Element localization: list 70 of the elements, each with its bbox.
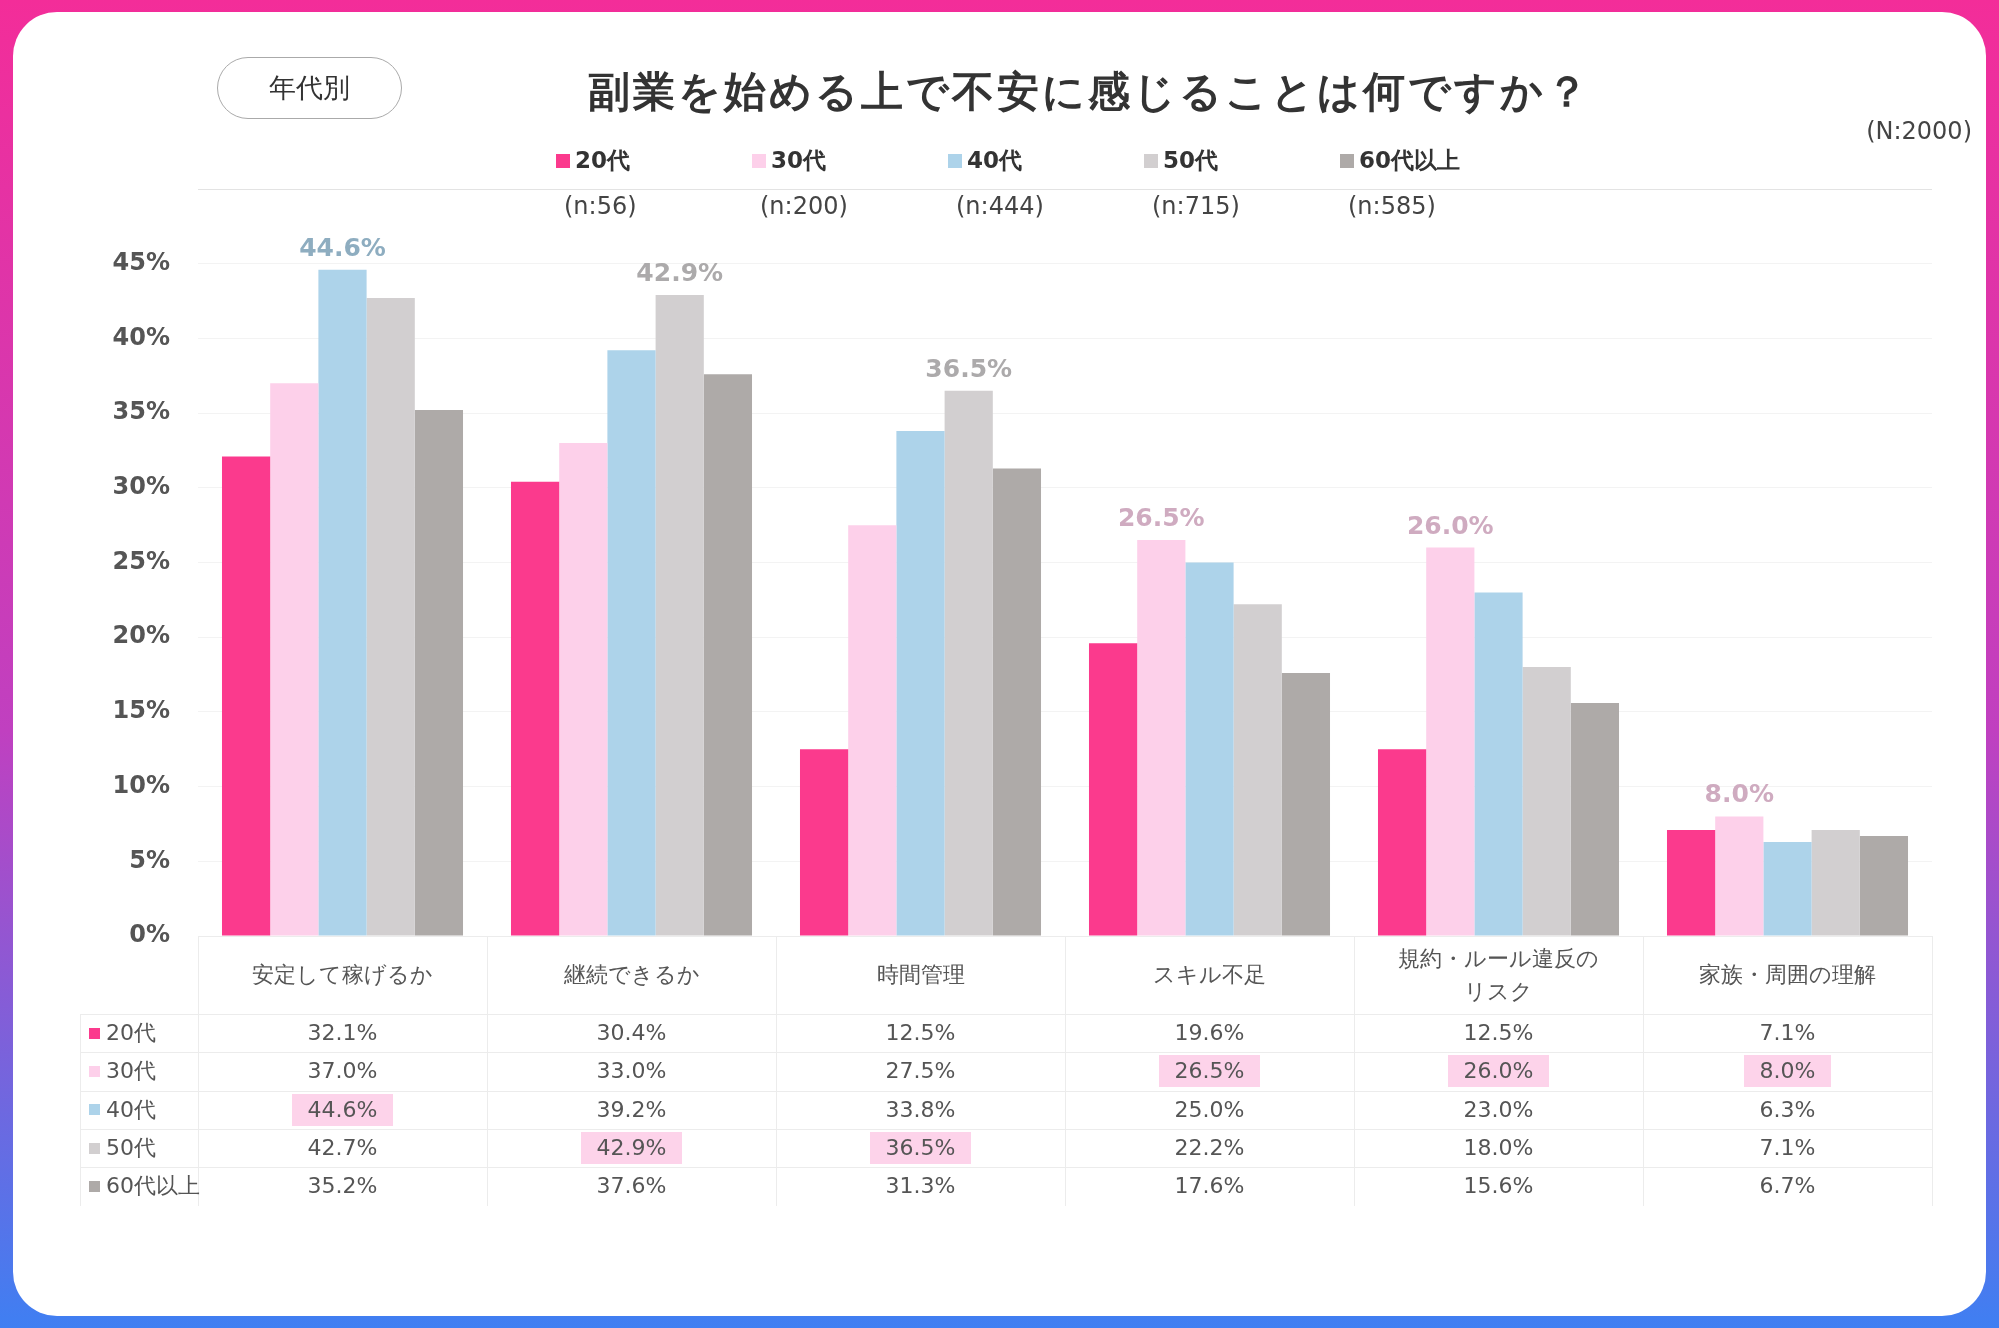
x-tick-label: 安定して稼げるか xyxy=(252,962,433,988)
x-tick-label: 時間管理 xyxy=(876,962,965,988)
annotation: 8.0% xyxy=(1704,779,1774,809)
data-label: 6.7% xyxy=(1758,1172,1817,1201)
y-tick-label: 45% xyxy=(112,247,170,276)
annotation: (n:200) xyxy=(760,192,848,220)
y-tick-label: 40% xyxy=(112,322,170,351)
x-tick-label: 継続できるか xyxy=(562,962,700,988)
annotation: 42.9% xyxy=(636,258,724,288)
legend-label: 20代 xyxy=(575,146,631,175)
data-label: 26.0% xyxy=(1447,1055,1550,1088)
y-tick-label: 30% xyxy=(112,472,170,501)
data-label: 26.5% xyxy=(1158,1055,1261,1088)
text: 30代 xyxy=(106,1058,156,1084)
data-label: 19.6% xyxy=(1173,1019,1246,1048)
y-tick-label: 0% xyxy=(129,920,170,949)
chart-subtitle: 年代別 xyxy=(217,57,402,119)
data-label: 17.6% xyxy=(1173,1172,1246,1201)
data-label: 8.0% xyxy=(1743,1055,1832,1088)
legend-label: 60代以上 xyxy=(1359,146,1461,175)
data-label: 32.1% xyxy=(306,1019,379,1048)
data-label: 33.8% xyxy=(884,1095,957,1124)
data-label: 6.3% xyxy=(1758,1095,1817,1124)
annotation: (n:56) xyxy=(564,192,637,220)
annotation: 26.0% xyxy=(1406,510,1494,540)
y-tick-label: 10% xyxy=(112,770,170,799)
x-tick-label: 家族・周囲の理解 xyxy=(1699,962,1876,988)
data-label: 35.2% xyxy=(306,1172,379,1201)
text: 40代 xyxy=(106,1096,156,1122)
data-label: 27.5% xyxy=(884,1057,957,1086)
annotation: (n:715) xyxy=(1152,192,1240,220)
data-label: 37.6% xyxy=(595,1172,668,1201)
data-label: 30.4% xyxy=(595,1019,668,1048)
text: 60代以上 xyxy=(106,1173,200,1199)
text: 50代 xyxy=(106,1135,156,1161)
x-tick-label: 規約・ルール違反のリスク xyxy=(1398,945,1599,1004)
y-tick-label: 25% xyxy=(112,546,170,575)
data-label: 33.0% xyxy=(595,1057,668,1086)
data-label: 22.2% xyxy=(1173,1134,1246,1163)
data-label: 36.5% xyxy=(869,1132,972,1165)
data-label: 15.6% xyxy=(1462,1172,1535,1201)
data-label: 18.0% xyxy=(1462,1134,1535,1163)
data-label: 23.0% xyxy=(1462,1095,1535,1124)
data-label: 12.5% xyxy=(1462,1019,1535,1048)
legend-label: 50代 xyxy=(1163,146,1219,175)
data-label: 25.0% xyxy=(1173,1095,1246,1124)
text: 20代 xyxy=(106,1020,156,1046)
data-label: 12.5% xyxy=(884,1019,957,1048)
legend-label: 40代 xyxy=(967,146,1023,175)
x-tick-label: スキル不足 xyxy=(1153,962,1266,988)
annotation: 26.5% xyxy=(1117,503,1205,533)
y-tick-label: 35% xyxy=(112,397,170,426)
annotation: (n:585) xyxy=(1348,192,1436,220)
data-label: 42.7% xyxy=(306,1134,379,1163)
data-label: 42.9% xyxy=(580,1132,683,1165)
annotation: (n:444) xyxy=(956,192,1044,220)
y-tick-label: 20% xyxy=(112,621,170,650)
text: (N:2000) xyxy=(1866,117,1972,145)
data-label: 37.0% xyxy=(306,1057,379,1086)
data-label: 44.6% xyxy=(291,1093,394,1126)
y-tick-label: 15% xyxy=(112,696,170,725)
data-label: 31.3% xyxy=(884,1172,957,1201)
data-label: 39.2% xyxy=(595,1095,668,1124)
legend-label: 30代 xyxy=(771,146,827,175)
chart-title: 副業を始める上で不安に感じることは何ですか？ xyxy=(587,66,1591,118)
annotation: 36.5% xyxy=(925,353,1013,383)
annotation: 44.6% xyxy=(299,232,386,262)
y-tick-label: 5% xyxy=(129,845,170,874)
data-label: 7.1% xyxy=(1758,1019,1817,1048)
data-label: 7.1% xyxy=(1758,1134,1817,1163)
